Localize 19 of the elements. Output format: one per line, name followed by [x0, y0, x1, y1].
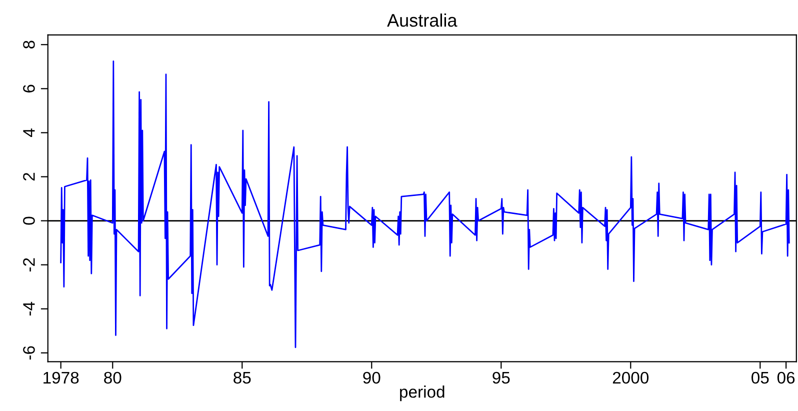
line-series [60, 60, 790, 348]
y-tick-label: -6 [23, 346, 35, 360]
x-tick-label: 05 [752, 372, 769, 384]
x-tick-label: 80 [104, 372, 122, 384]
y-tick-label: 2 [23, 172, 35, 181]
y-tick-label: 4 [23, 128, 35, 137]
y-tick-label: -2 [23, 258, 35, 272]
y-tick-label: 6 [23, 84, 35, 92]
y-tick-label: -4 [23, 302, 35, 316]
x-tick-label: 2000 [612, 372, 649, 384]
x-tick-label: 95 [492, 372, 510, 384]
y-tick-label: 8 [23, 40, 35, 49]
y-tick-label: 0 [23, 216, 35, 225]
chart-title: Australia [387, 14, 458, 27]
x-tick-label: 85 [234, 372, 251, 384]
x-axis-title: period [400, 386, 444, 402]
x-tick-label: 06 [777, 372, 795, 384]
x-tick-label: 1978 [44, 372, 79, 384]
x-tick-label: 90 [363, 372, 380, 384]
